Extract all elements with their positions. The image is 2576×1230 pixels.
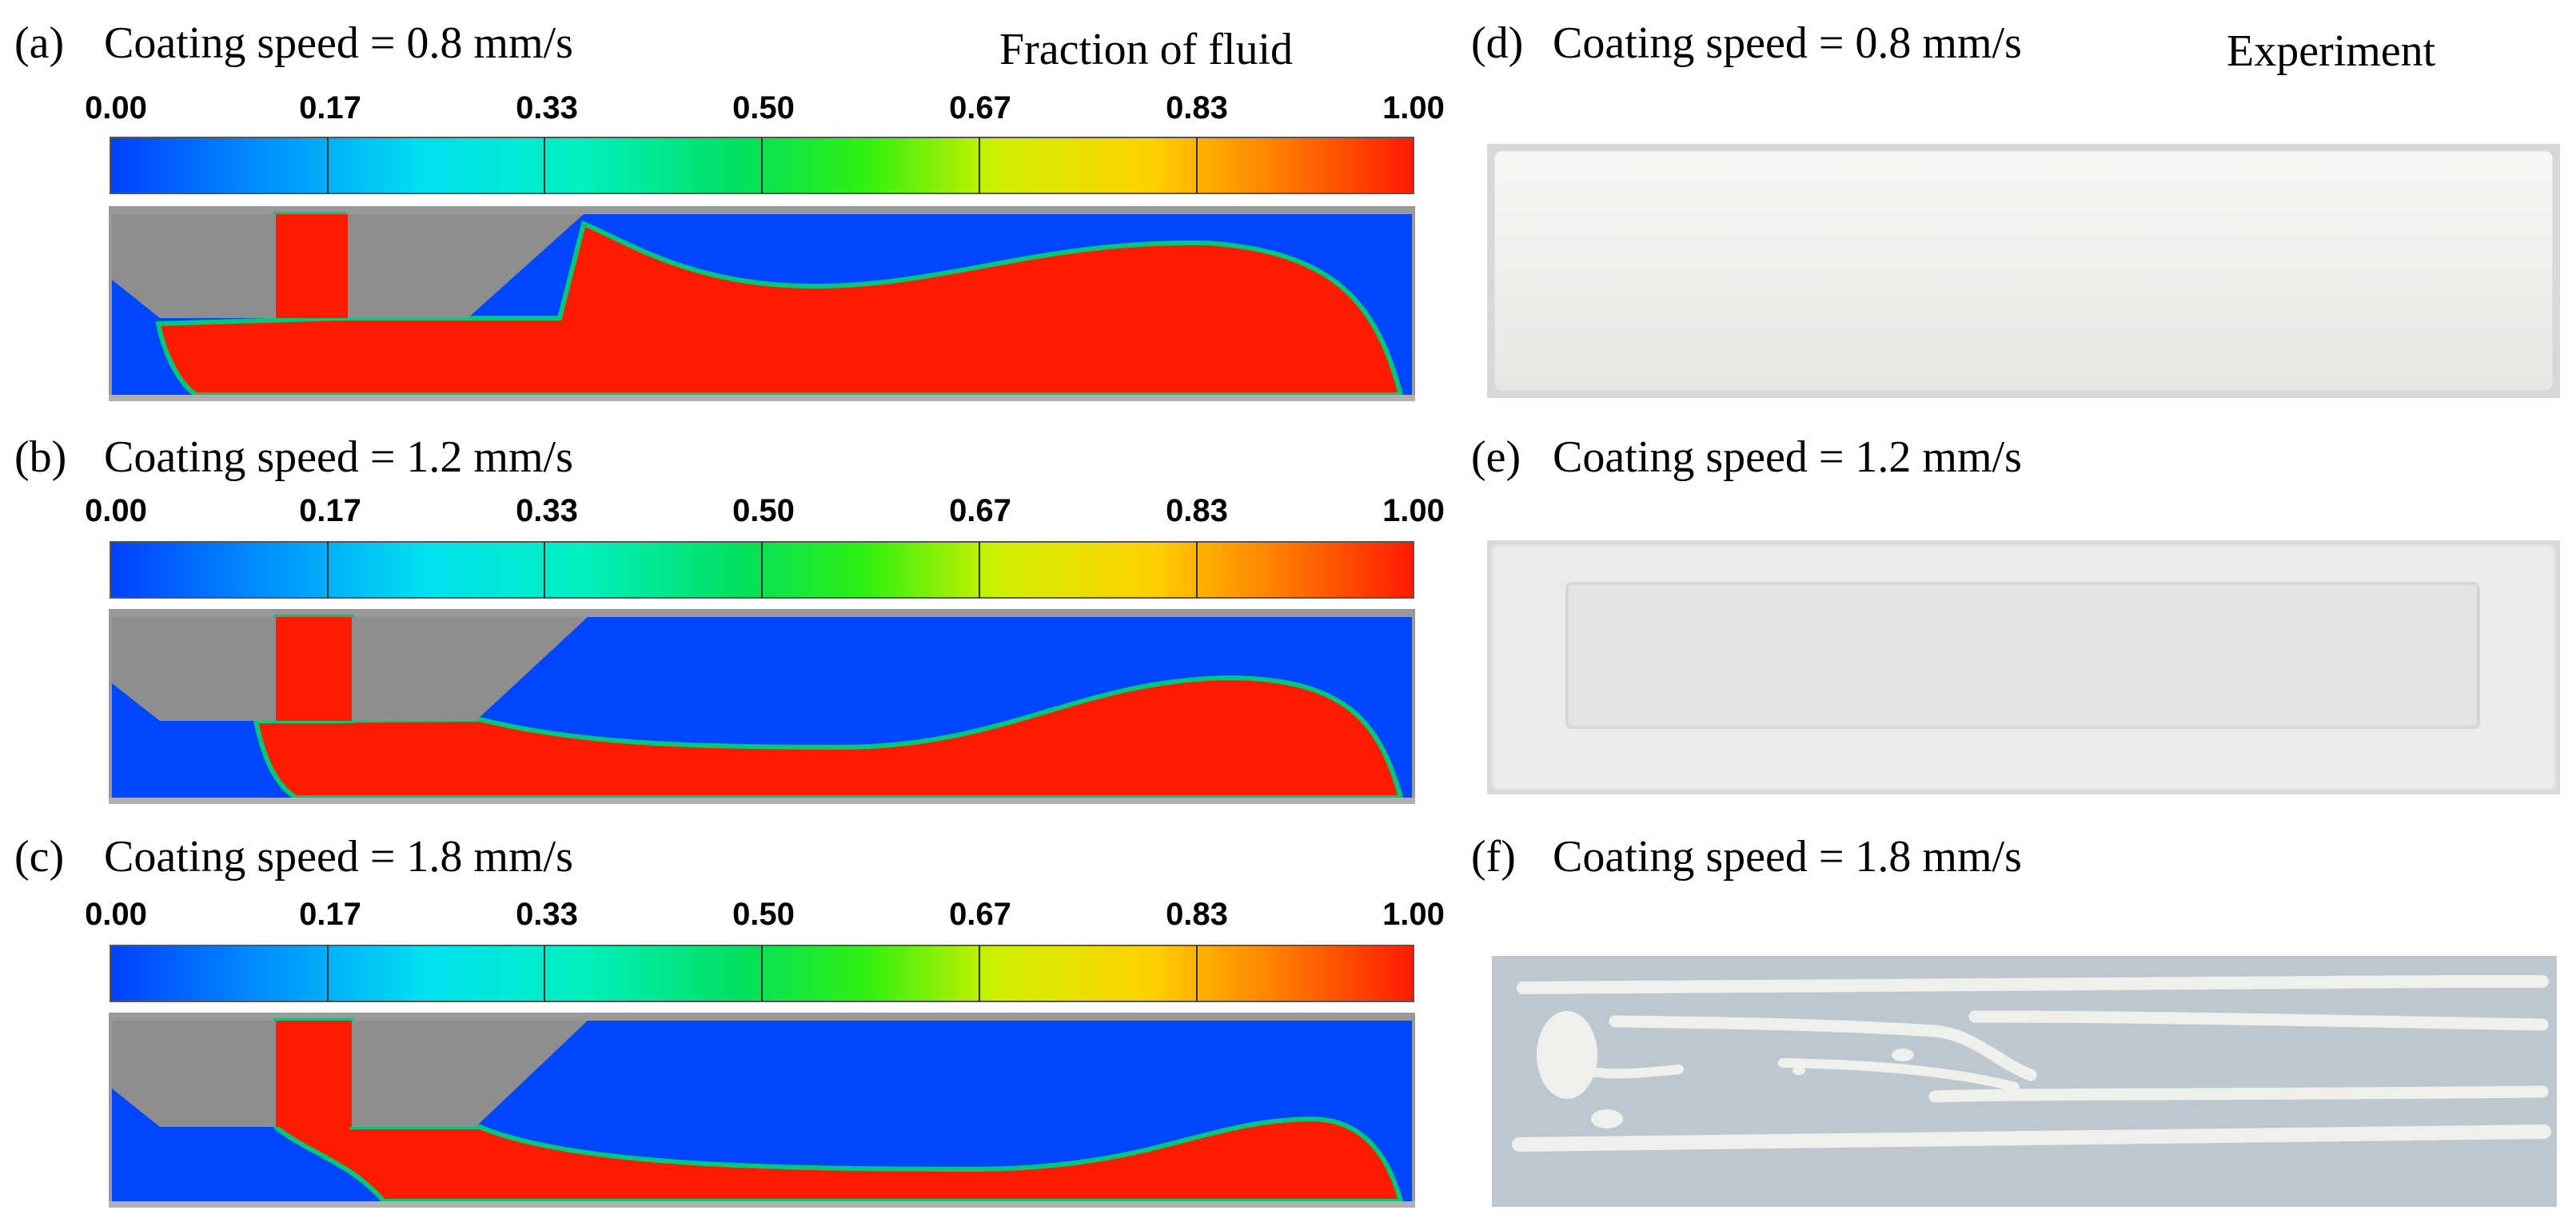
panel-label: (a) — [14, 18, 64, 68]
simulation-domain — [109, 1013, 1415, 1208]
experiment-photo — [1487, 540, 2560, 794]
panel-label: (d) — [1471, 18, 1523, 68]
substrate-line — [109, 1201, 1415, 1208]
coating-film — [1492, 149, 2555, 393]
colorbar: 0.00 0.17 0.33 0.50 0.67 0.83 1.00 — [85, 90, 1445, 194]
panel-title: Coating speed = 1.2 mm/s — [104, 432, 573, 482]
colorbar-tick-label: 0.00 — [85, 897, 147, 932]
feed-channel — [276, 214, 348, 318]
coating-streak — [1928, 1085, 2549, 1103]
nozzle-left — [112, 1021, 276, 1127]
nozzle-right — [352, 1021, 588, 1127]
substrate-line — [109, 798, 1415, 804]
nozzle-right — [352, 617, 588, 721]
panel-d: (d) Coating speed = 0.8 mm/s — [1471, 18, 2560, 398]
panel-e: (e) Coating speed = 1.2 mm/s — [1471, 432, 2560, 794]
colorbar-tick-label: 0.17 — [299, 493, 361, 528]
coating-blob — [1537, 1011, 1597, 1099]
colorbar-ticks — [327, 137, 1198, 193]
simulation-domain — [109, 206, 1415, 401]
coating-streak — [1512, 1125, 2551, 1152]
colorbar-tick-label: 0.33 — [516, 897, 578, 932]
panel-title: Coating speed = 1.8 mm/s — [1553, 832, 2022, 882]
panel-title: Coating speed = 0.8 mm/s — [104, 18, 573, 68]
nozzle-right — [348, 214, 584, 318]
feed-channel — [276, 1021, 352, 1127]
experiment-header: Experiment — [2227, 26, 2436, 76]
experiment-photo — [1492, 956, 2557, 1207]
panel-label: (b) — [14, 432, 66, 482]
sim-header: Fraction of fluid — [999, 25, 1293, 74]
colorbar-tick-label: 0.67 — [949, 493, 1011, 528]
colorbar-tick-label: 0.50 — [732, 897, 795, 932]
coating-blobs — [1537, 1011, 1914, 1128]
colorbar-tick-label: 1.00 — [1382, 90, 1445, 125]
colorbar: 0.00 0.17 0.33 0.50 0.67 0.83 1.00 — [85, 897, 1445, 1002]
panel-b: (b) Coating speed = 1.2 mm/s 0.00 0.17 0… — [14, 432, 1445, 804]
panel-label: (c) — [14, 832, 64, 882]
feed-channel — [276, 617, 352, 721]
panel-c: (c) Coating speed = 1.8 mm/s 0.00 0.17 0… — [14, 832, 1445, 1208]
colorbar-tick-label: 0.67 — [949, 90, 1011, 125]
panel-a: (a) Coating speed = 0.8 mm/s Fraction of… — [14, 18, 1445, 401]
colorbar-tick-label: 0.83 — [1166, 493, 1228, 528]
fluid-region — [253, 615, 1404, 800]
colorbar-tick-label: 0.50 — [732, 493, 795, 528]
coating-streak — [1517, 975, 2549, 994]
panel-f: (f) Coating speed = 1.8 mm/s — [1471, 832, 2557, 1207]
substrate-line — [109, 395, 1415, 401]
colorbar-tick-label: 0.50 — [732, 90, 795, 125]
panel-title: Coating speed = 1.8 mm/s — [104, 832, 573, 882]
colorbar-tick-label: 0.33 — [516, 90, 578, 125]
colorbar-tick-label: 0.00 — [85, 493, 147, 528]
colorbar-tick-label: 0.83 — [1166, 897, 1228, 932]
fluid-region — [273, 1018, 1404, 1204]
coating-streak — [1609, 1010, 2549, 1081]
coating-blob — [1591, 1109, 1623, 1128]
colorbar-tick-label: 0.00 — [85, 90, 147, 125]
nozzle-left — [112, 214, 276, 318]
colorbar-tick-label: 0.83 — [1166, 90, 1228, 125]
colorbar-ticks — [327, 945, 1198, 1001]
colorbar-tick-label: 0.67 — [949, 897, 1011, 932]
coating-inner-film — [1565, 582, 2480, 729]
simulation-domain — [109, 609, 1415, 804]
coating-blob — [1892, 1049, 1914, 1061]
colorbar-tick-label: 0.17 — [299, 90, 361, 125]
coating-blob — [1792, 1067, 1805, 1075]
colorbar-tick-label: 1.00 — [1382, 493, 1445, 528]
colorbar: 0.00 0.17 0.33 0.50 0.67 0.83 1.00 — [85, 493, 1445, 599]
colorbar-tick-label: 1.00 — [1382, 897, 1445, 932]
panel-label: (f) — [1471, 832, 1516, 882]
panel-title: Coating speed = 0.8 mm/s — [1553, 18, 2022, 68]
fluid-region — [155, 212, 1404, 397]
panel-title: Coating speed = 1.2 mm/s — [1553, 432, 2022, 482]
experiment-photo — [1487, 144, 2560, 398]
substrate-plate — [1492, 956, 2557, 1207]
colorbar-tick-label: 0.33 — [516, 493, 578, 528]
panel-label: (e) — [1471, 432, 1521, 482]
colorbar-ticks — [327, 542, 1198, 598]
coating-streaks — [1512, 975, 2551, 1152]
colorbar-tick-label: 0.17 — [299, 897, 361, 932]
nozzle-left — [112, 617, 276, 721]
